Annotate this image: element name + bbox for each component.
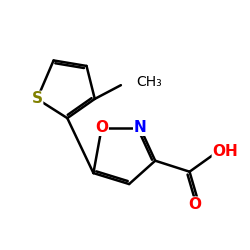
Text: CH₃: CH₃ bbox=[136, 75, 162, 89]
Text: O: O bbox=[95, 120, 108, 135]
Text: S: S bbox=[32, 92, 42, 106]
Text: OH: OH bbox=[212, 144, 238, 158]
Text: O: O bbox=[188, 197, 202, 212]
Text: N: N bbox=[134, 120, 146, 135]
